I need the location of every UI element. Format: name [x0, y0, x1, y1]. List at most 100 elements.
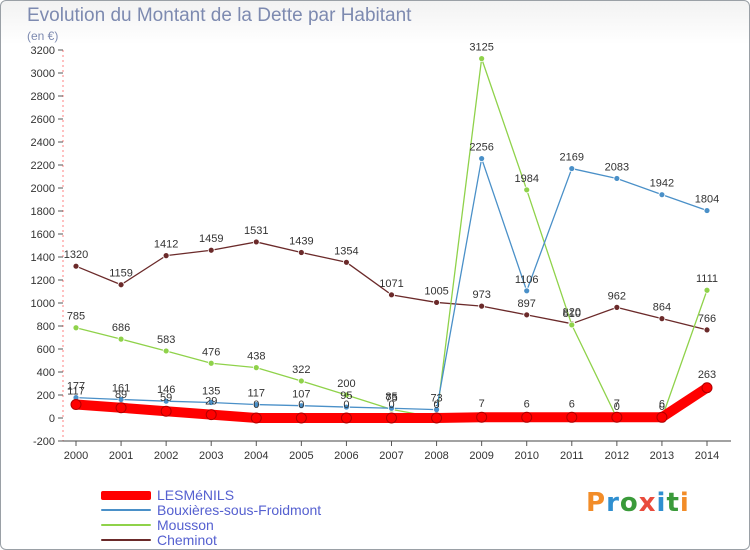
- legend-item-mousson: Mousson: [101, 517, 214, 533]
- data-label-cheminot: 1354: [334, 245, 358, 257]
- data-point-lesm-nils: [205, 409, 217, 421]
- data-label-cheminot: 864: [653, 302, 671, 314]
- data-label-lesm-nils: 59: [160, 392, 172, 404]
- legend-label-lesmenils: LESMéNILS: [157, 487, 235, 503]
- data-label-bouxi-res-sous-froidmont: 2169: [560, 152, 584, 164]
- data-label-bouxi-res-sous-froidmont: 117: [248, 388, 266, 400]
- data-label-bouxi-res-sous-froidmont: 135: [202, 385, 220, 397]
- data-point-lesm-nils: [250, 412, 262, 424]
- data-label-lesm-nils: 263: [698, 369, 716, 381]
- data-point-bouxi-res-sous-froidmont: [297, 402, 305, 410]
- x-tick-label: 2000: [64, 450, 88, 462]
- legend-label-bouxieres: Bouxières-sous-Froidmont: [157, 502, 322, 518]
- data-point-bouxi-res-sous-froidmont: [613, 175, 621, 182]
- data-point-mousson: [252, 364, 260, 372]
- data-label-lesm-nils: 6: [659, 398, 665, 410]
- data-label-bouxi-res-sous-froidmont: 73: [430, 393, 442, 405]
- data-point-mousson: [343, 391, 350, 399]
- legend-swatch-mousson: [101, 524, 151, 526]
- legend-item-bouxieres: Bouxières-sous-Froidmont: [101, 502, 321, 518]
- legend-swatch-cheminot: [101, 539, 151, 541]
- data-label-cheminot: 1412: [154, 239, 178, 251]
- data-point-cheminot: [658, 315, 666, 323]
- data-point-bouxi-res-sous-froidmont: [388, 404, 395, 412]
- data-label-cheminot: 1159: [109, 268, 133, 280]
- data-point-mousson: [117, 335, 125, 343]
- y-tick-label: -200: [33, 436, 55, 448]
- y-tick-label: 1800: [31, 206, 55, 218]
- data-point-cheminot: [297, 249, 305, 256]
- legend-swatch-bouxieres: [101, 509, 151, 511]
- data-label-bouxi-res-sous-froidmont: 146: [157, 384, 175, 396]
- chart-subtitle: (en €): [27, 29, 59, 43]
- data-label-cheminot: 766: [698, 313, 716, 325]
- y-tick-label: 1000: [31, 298, 55, 310]
- data-point-mousson: [478, 55, 486, 63]
- data-label-lesm-nils: 0: [343, 399, 349, 411]
- data-label-mousson: 810: [563, 308, 581, 320]
- data-label-bouxi-res-sous-froidmont: 177: [67, 381, 85, 393]
- data-label-mousson: 75: [385, 392, 397, 404]
- data-label-bouxi-res-sous-froidmont: 95: [340, 390, 352, 402]
- data-point-cheminot: [388, 291, 395, 299]
- data-point-lesm-nils: [566, 411, 578, 423]
- data-point-cheminot: [162, 252, 170, 260]
- x-tick-label: 2007: [379, 450, 403, 462]
- data-point-cheminot: [613, 303, 621, 311]
- data-label-mousson: 438: [247, 351, 265, 363]
- x-tick-label: 2013: [650, 450, 674, 462]
- data-point-lesm-nils: [521, 411, 533, 423]
- x-tick-label: 2005: [289, 450, 313, 462]
- data-label-lesm-nils: 6: [569, 398, 575, 410]
- data-label-cheminot: 1005: [424, 285, 448, 297]
- legend-swatch-lesmenils: [101, 490, 151, 500]
- data-point-mousson: [297, 377, 305, 385]
- data-point-bouxi-res-sous-froidmont: [523, 287, 531, 295]
- data-point-cheminot: [433, 299, 440, 306]
- data-point-bouxi-res-sous-froidmont: [207, 399, 215, 406]
- y-tick-label: 200: [37, 390, 55, 402]
- data-label-mousson: 0: [659, 401, 665, 413]
- data-point-lesm-nils: [386, 412, 397, 424]
- data-label-cheminot: 1320: [64, 249, 88, 261]
- y-tick-label: 2200: [31, 160, 55, 172]
- data-label-bouxi-res-sous-froidmont: 1942: [650, 178, 674, 190]
- data-point-bouxi-res-sous-froidmont: [478, 155, 486, 162]
- data-label-bouxi-res-sous-froidmont: 2083: [605, 161, 629, 173]
- data-point-bouxi-res-sous-froidmont: [703, 207, 711, 214]
- data-point-bouxi-res-sous-froidmont: [162, 397, 170, 405]
- x-tick-label: 2001: [109, 450, 133, 462]
- data-point-mousson: [568, 321, 576, 329]
- y-tick-label: 2600: [31, 114, 55, 126]
- x-tick-label: 2004: [244, 450, 268, 462]
- data-point-mousson: [72, 324, 80, 332]
- data-point-cheminot: [252, 238, 260, 246]
- data-point-bouxi-res-sous-froidmont: [252, 401, 260, 408]
- x-tick-label: 2006: [334, 450, 358, 462]
- y-tick-label: 400: [37, 367, 55, 379]
- data-point-cheminot: [207, 246, 215, 254]
- y-tick-label: 1400: [31, 252, 55, 264]
- y-tick-label: 2800: [31, 91, 55, 103]
- data-point-lesm-nils: [340, 412, 352, 424]
- data-label-mousson: 322: [292, 364, 310, 376]
- data-label-bouxi-res-sous-froidmont: 107: [292, 389, 310, 401]
- data-label-lesm-nils: 6: [524, 398, 530, 410]
- data-label-lesm-nils: 0: [298, 399, 304, 411]
- data-point-cheminot: [117, 281, 125, 289]
- legend-item-lesmenils: LESMéNILS: [101, 487, 234, 503]
- y-tick-label: 3000: [31, 68, 55, 80]
- data-label-cheminot: 1071: [379, 278, 403, 290]
- data-label-cheminot: 973: [472, 289, 490, 301]
- legend-label-mousson: Mousson: [157, 517, 214, 533]
- data-point-mousson: [207, 359, 215, 367]
- data-point-cheminot: [478, 302, 486, 310]
- y-tick-label: 0: [49, 413, 55, 425]
- data-label-cheminot: 897: [518, 298, 536, 310]
- data-point-cheminot: [72, 262, 80, 270]
- proxiti-logo: Proxiti: [586, 488, 690, 518]
- x-tick-label: 2012: [605, 450, 629, 462]
- data-label-cheminot: 1459: [199, 233, 223, 245]
